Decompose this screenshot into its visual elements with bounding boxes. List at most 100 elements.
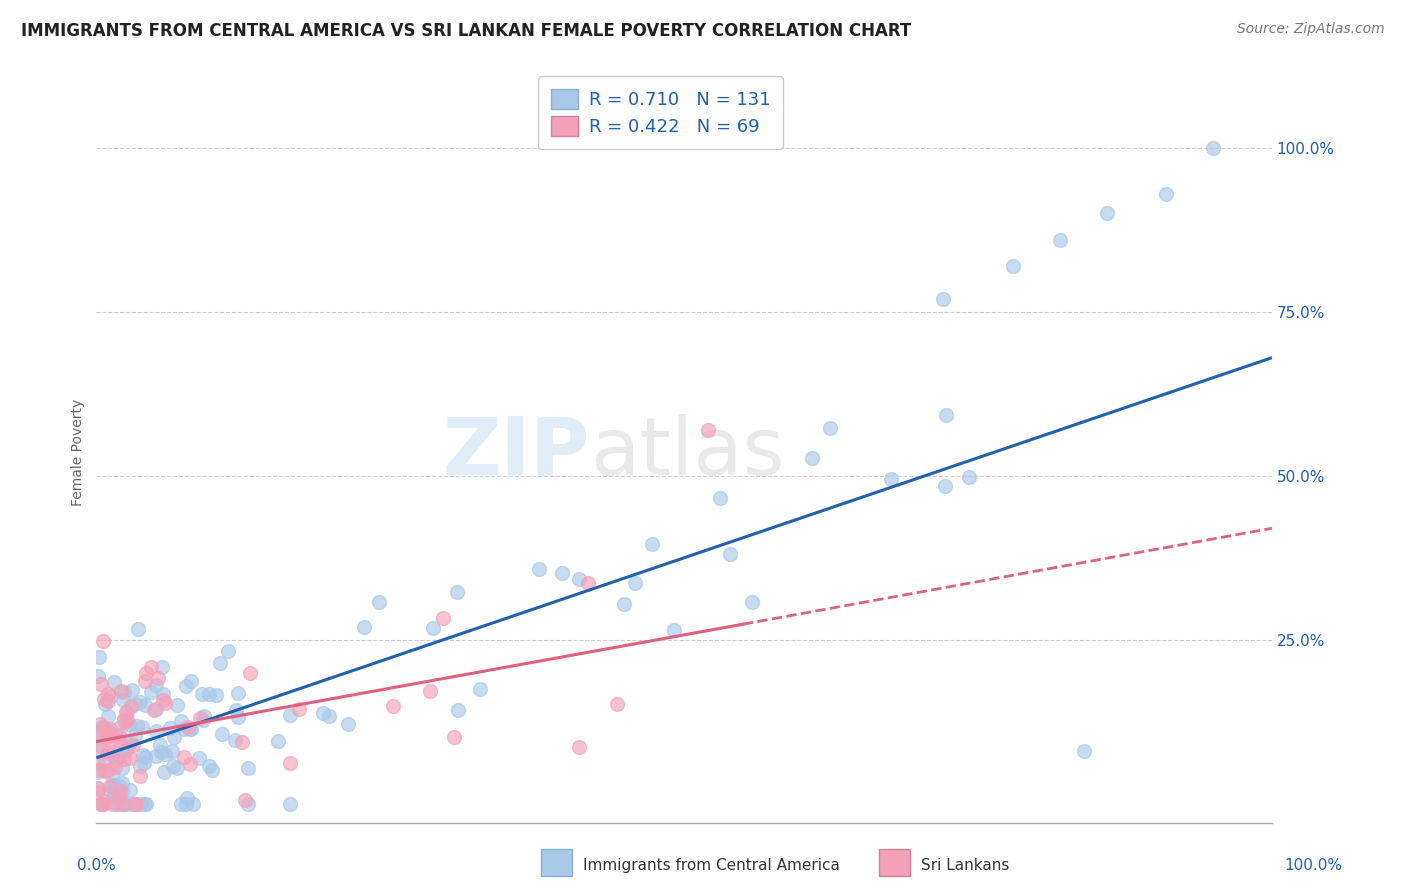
Point xyxy=(91,633,114,648)
Point xyxy=(115,705,138,719)
Point xyxy=(1154,186,1177,201)
Point xyxy=(159,721,181,735)
Point xyxy=(112,693,135,707)
Point xyxy=(149,745,172,759)
Point xyxy=(120,699,142,714)
Point xyxy=(228,710,250,724)
Point xyxy=(121,683,143,698)
Point xyxy=(127,718,149,732)
Point xyxy=(174,679,197,693)
Point xyxy=(128,758,150,772)
Point xyxy=(118,736,141,750)
Point xyxy=(112,713,135,727)
Point xyxy=(741,595,763,609)
Point xyxy=(115,713,138,727)
Point xyxy=(104,750,127,764)
Point xyxy=(131,720,153,734)
Point xyxy=(576,576,599,591)
Bar xyxy=(879,849,910,876)
Point xyxy=(217,644,239,658)
Point xyxy=(120,782,142,797)
Point xyxy=(187,751,209,765)
Bar xyxy=(541,849,572,876)
Point xyxy=(145,702,167,716)
Point xyxy=(114,714,136,729)
Point xyxy=(226,686,249,700)
Point xyxy=(180,723,202,737)
Point xyxy=(177,720,200,734)
Point xyxy=(153,747,176,762)
Point xyxy=(443,730,465,744)
Point xyxy=(115,741,138,756)
Point xyxy=(191,687,214,701)
Point xyxy=(368,595,391,609)
Point xyxy=(89,797,111,811)
Point xyxy=(160,744,183,758)
Point xyxy=(98,744,121,758)
Point xyxy=(98,723,121,737)
Point xyxy=(124,697,146,711)
Point xyxy=(568,573,591,587)
Point xyxy=(166,761,188,775)
Point xyxy=(934,479,956,493)
Point xyxy=(145,678,167,692)
Point xyxy=(432,611,454,625)
Point xyxy=(641,537,664,551)
Point xyxy=(801,450,824,465)
Point xyxy=(134,750,156,764)
Point xyxy=(91,740,114,755)
Point xyxy=(108,735,131,749)
Point xyxy=(149,738,172,752)
Point xyxy=(97,694,120,708)
Point xyxy=(103,778,125,792)
Point xyxy=(134,698,156,713)
Point xyxy=(112,712,135,726)
Point xyxy=(114,744,136,758)
Point xyxy=(205,688,228,702)
Point xyxy=(94,764,117,778)
Point xyxy=(127,622,149,636)
Legend: R = 0.710   N = 131, R = 0.422   N = 69: R = 0.710 N = 131, R = 0.422 N = 69 xyxy=(538,77,783,149)
Text: 0.0%: 0.0% xyxy=(77,858,117,872)
Point xyxy=(225,703,247,717)
Point xyxy=(238,797,260,811)
Point xyxy=(118,751,141,765)
Point xyxy=(125,797,148,811)
Point xyxy=(90,797,112,811)
Point xyxy=(97,687,120,701)
Point xyxy=(120,797,142,811)
Point xyxy=(152,764,174,779)
Point xyxy=(114,797,136,811)
Point xyxy=(87,729,110,743)
Point xyxy=(959,470,981,484)
Point xyxy=(336,717,359,731)
Point xyxy=(152,687,174,701)
Point xyxy=(110,683,132,698)
Text: 100.0%: 100.0% xyxy=(1285,858,1343,872)
Point xyxy=(107,797,129,811)
Point xyxy=(108,728,131,742)
Point xyxy=(447,702,470,716)
Point xyxy=(124,728,146,742)
Point xyxy=(932,292,955,306)
Point xyxy=(1049,233,1071,247)
Point xyxy=(145,748,167,763)
Y-axis label: Female Poverty: Female Poverty xyxy=(72,400,86,507)
Point xyxy=(124,797,146,811)
Point xyxy=(181,797,204,811)
Point xyxy=(551,566,574,580)
Point xyxy=(134,674,156,689)
Point xyxy=(87,765,110,780)
Point xyxy=(108,734,131,748)
Point xyxy=(139,684,162,698)
Point xyxy=(696,423,718,437)
Point xyxy=(129,797,152,811)
Point xyxy=(122,738,145,752)
Point xyxy=(87,669,110,683)
Point xyxy=(191,713,214,727)
Point xyxy=(100,726,122,740)
Point xyxy=(188,711,211,725)
Point xyxy=(101,778,124,792)
Point xyxy=(624,576,647,591)
Point xyxy=(96,730,118,744)
